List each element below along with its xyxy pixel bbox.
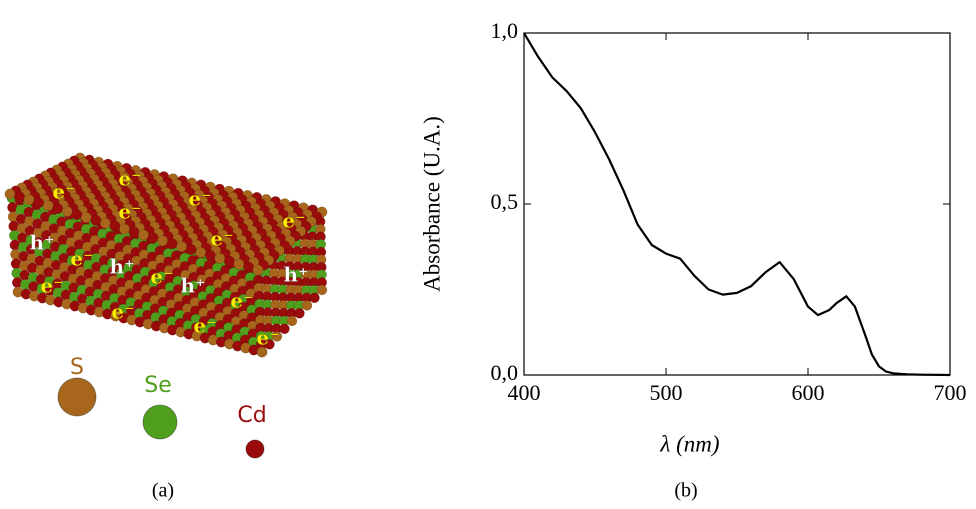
- carrier-label: e⁻: [40, 274, 63, 298]
- atom: [166, 238, 178, 250]
- atom: [157, 235, 169, 247]
- atom: [99, 217, 111, 229]
- carrier-label: e⁻: [70, 247, 93, 271]
- atom: [264, 339, 275, 350]
- x-tick-label: 500: [650, 380, 683, 405]
- atom: [138, 229, 149, 241]
- carrier-label: e⁻: [193, 314, 216, 338]
- carrier-label: e⁻: [150, 265, 173, 289]
- atom-legend-ball: [57, 377, 97, 417]
- atom: [286, 315, 298, 327]
- atom-legend-ball: [245, 439, 265, 459]
- atom: [61, 206, 73, 217]
- atom: [90, 214, 102, 226]
- plot-frame: [523, 32, 951, 376]
- atom: [252, 264, 264, 276]
- carrier-label: h⁺: [283, 263, 308, 287]
- x-axis-title: λ (nm): [659, 431, 719, 456]
- atom: [109, 220, 121, 232]
- atom: [14, 191, 25, 203]
- carrier-label: h⁺: [109, 255, 134, 279]
- atom: [52, 203, 64, 215]
- atom: [256, 346, 268, 358]
- x-tick-label: 700: [934, 380, 967, 405]
- carrier-label: h⁺: [180, 274, 205, 298]
- atom: [4, 188, 16, 200]
- carrier-label: e⁻: [188, 187, 211, 211]
- carrier-label: e⁻: [282, 209, 305, 233]
- y-tick-label: 1,0: [491, 18, 519, 43]
- atom: [271, 331, 283, 342]
- absorbance-line: [523, 32, 951, 377]
- atom: [33, 197, 45, 209]
- carrier-label: e⁻: [118, 167, 141, 191]
- carrier-label: e⁻: [52, 180, 75, 204]
- atom: [233, 258, 245, 270]
- panel-caption: (b): [674, 480, 697, 502]
- atom: [23, 194, 35, 206]
- atom: [301, 300, 313, 311]
- atom: [71, 209, 83, 220]
- atom-legend-label: Cd: [237, 403, 266, 428]
- carrier-label: e⁻: [256, 326, 279, 350]
- atom-legend-ball: [142, 404, 178, 440]
- atom: [195, 247, 207, 258]
- y-axis-title: Absorbance (U.A.): [419, 116, 444, 292]
- atom: [223, 255, 235, 267]
- carrier-label: e⁻: [230, 289, 253, 313]
- x-tick-label: 400: [508, 380, 541, 405]
- y-tick-label: 0,0: [491, 360, 519, 385]
- nanoplatelet: [4, 152, 328, 358]
- panel-caption: (a): [152, 480, 174, 502]
- carrier-label: h⁺: [29, 231, 54, 255]
- atom: [147, 232, 159, 244]
- atom: [119, 223, 130, 235]
- atom: [243, 261, 254, 273]
- carrier-label: e⁻: [111, 300, 134, 324]
- atom: [185, 244, 197, 255]
- atom: [204, 249, 216, 261]
- atom: [279, 323, 290, 335]
- carrier-label: e⁻: [118, 200, 141, 224]
- atom: [294, 308, 305, 319]
- x-tick-label: 600: [792, 380, 825, 405]
- atom: [80, 211, 92, 223]
- y-tick-label: 0,5: [491, 189, 519, 214]
- atom-legend-label: Se: [144, 373, 172, 398]
- atom: [316, 284, 328, 296]
- atom: [128, 226, 140, 238]
- atom-legend-label: S: [70, 355, 84, 380]
- carrier-label: e⁻: [210, 227, 233, 251]
- atom: [176, 241, 188, 253]
- atom: [309, 292, 320, 304]
- atom: [214, 252, 226, 264]
